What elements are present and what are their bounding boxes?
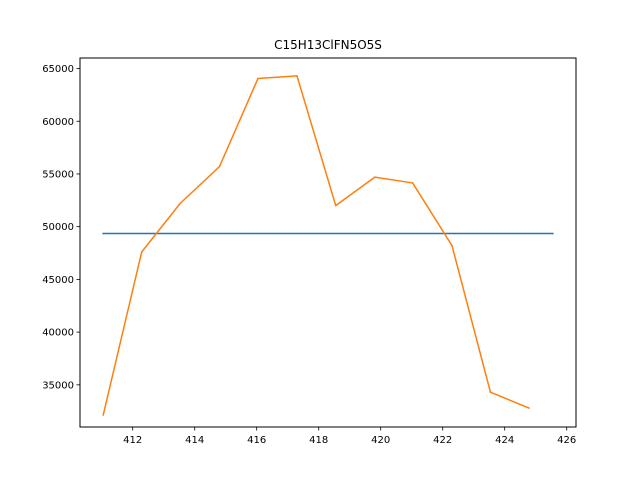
y-tick-label: 40000 — [42, 328, 74, 339]
x-tick-label: 420 — [371, 435, 390, 446]
series-2-point — [218, 165, 221, 168]
x-tick-label: 418 — [309, 435, 328, 446]
x-tick-label: 414 — [185, 435, 204, 446]
y-tick-label: 65000 — [42, 64, 74, 75]
x-axis: 412 414 416 418 420 422 424 426 — [123, 427, 576, 446]
y-tick-label: 50000 — [42, 222, 74, 233]
y-tick-label: 45000 — [42, 275, 74, 286]
y-axis: 35000 40000 45000 50000 55000 60000 65000 — [42, 64, 80, 391]
series-2-point — [489, 391, 492, 394]
series-2-point — [374, 176, 376, 178]
x-tick-label: 424 — [495, 435, 514, 446]
series-2-point — [102, 414, 105, 416]
y-tick-label: 60000 — [42, 117, 74, 128]
series-2-point — [140, 251, 143, 253]
series-1-point — [102, 232, 105, 235]
plot-frame — [79, 57, 577, 428]
series-2-point — [257, 77, 259, 80]
y-tick-label: 55000 — [42, 169, 74, 180]
x-tick-label: 416 — [247, 435, 266, 446]
series-line-2 — [102, 75, 530, 416]
series-2-point — [528, 407, 530, 409]
x-tick-label: 412 — [123, 435, 142, 446]
series-2-point — [296, 75, 298, 77]
series-2-point — [451, 244, 453, 247]
series-layer — [102, 75, 554, 416]
x-tick-label: 426 — [557, 435, 576, 446]
series-2-point — [179, 202, 181, 205]
series-2-point — [334, 204, 337, 207]
y-tick-label: 35000 — [42, 380, 74, 391]
chart-title: C15H13ClFN5O5S — [274, 38, 382, 52]
series-2-point — [411, 182, 414, 184]
series-1-point — [551, 232, 554, 235]
x-tick-label: 422 — [433, 435, 452, 446]
